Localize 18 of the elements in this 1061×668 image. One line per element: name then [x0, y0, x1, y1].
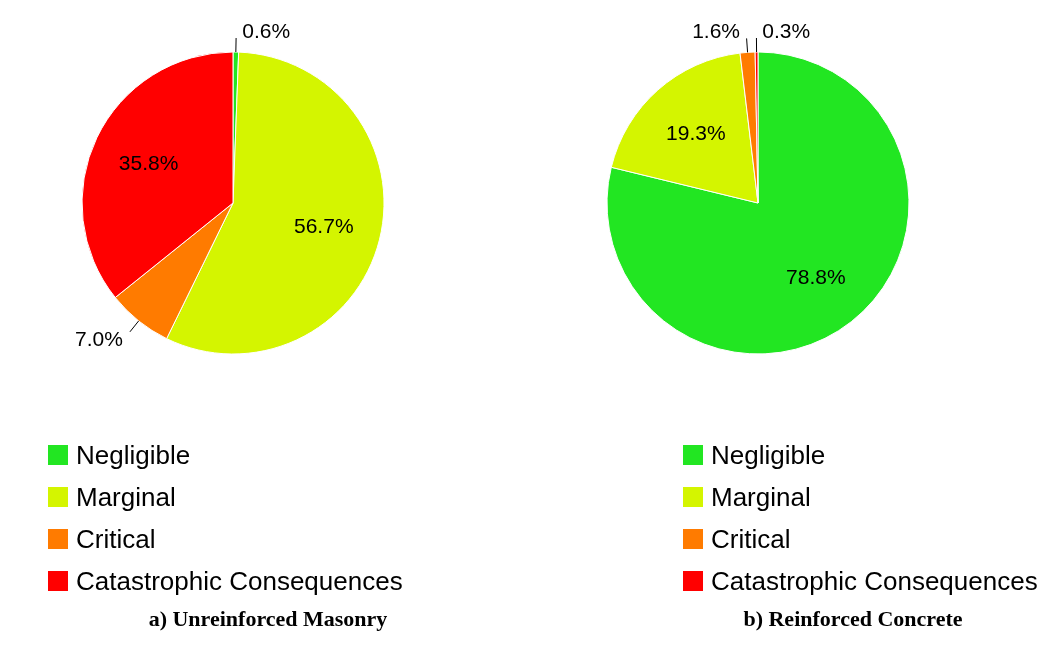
legend-label: Negligible [711, 439, 826, 472]
data-label: 7.0% [75, 326, 123, 350]
text: a) Unreinforced Masonry [147, 606, 389, 632]
data-label: 56.7% [294, 214, 354, 238]
data-label: 35.8% [118, 151, 179, 175]
data-label: 19.3% [666, 121, 726, 145]
data-label: 1.6% [692, 18, 741, 42]
legend-label: Catastrophic Consequences [76, 565, 403, 598]
legend-label: Negligible [76, 439, 191, 472]
legend-label: Marginal [76, 481, 176, 514]
legend-label: Marginal [711, 481, 811, 514]
data-label: 78.8% [786, 265, 846, 289]
legend-label: Catastrophic Consequences [711, 565, 1038, 598]
text: b) Reinforced Concrete [742, 606, 964, 632]
legend-label: Critical [711, 523, 791, 556]
data-label: 0.6% [242, 18, 291, 42]
legend-label: Critical [76, 523, 156, 556]
data-label: 0.3% [762, 18, 811, 42]
